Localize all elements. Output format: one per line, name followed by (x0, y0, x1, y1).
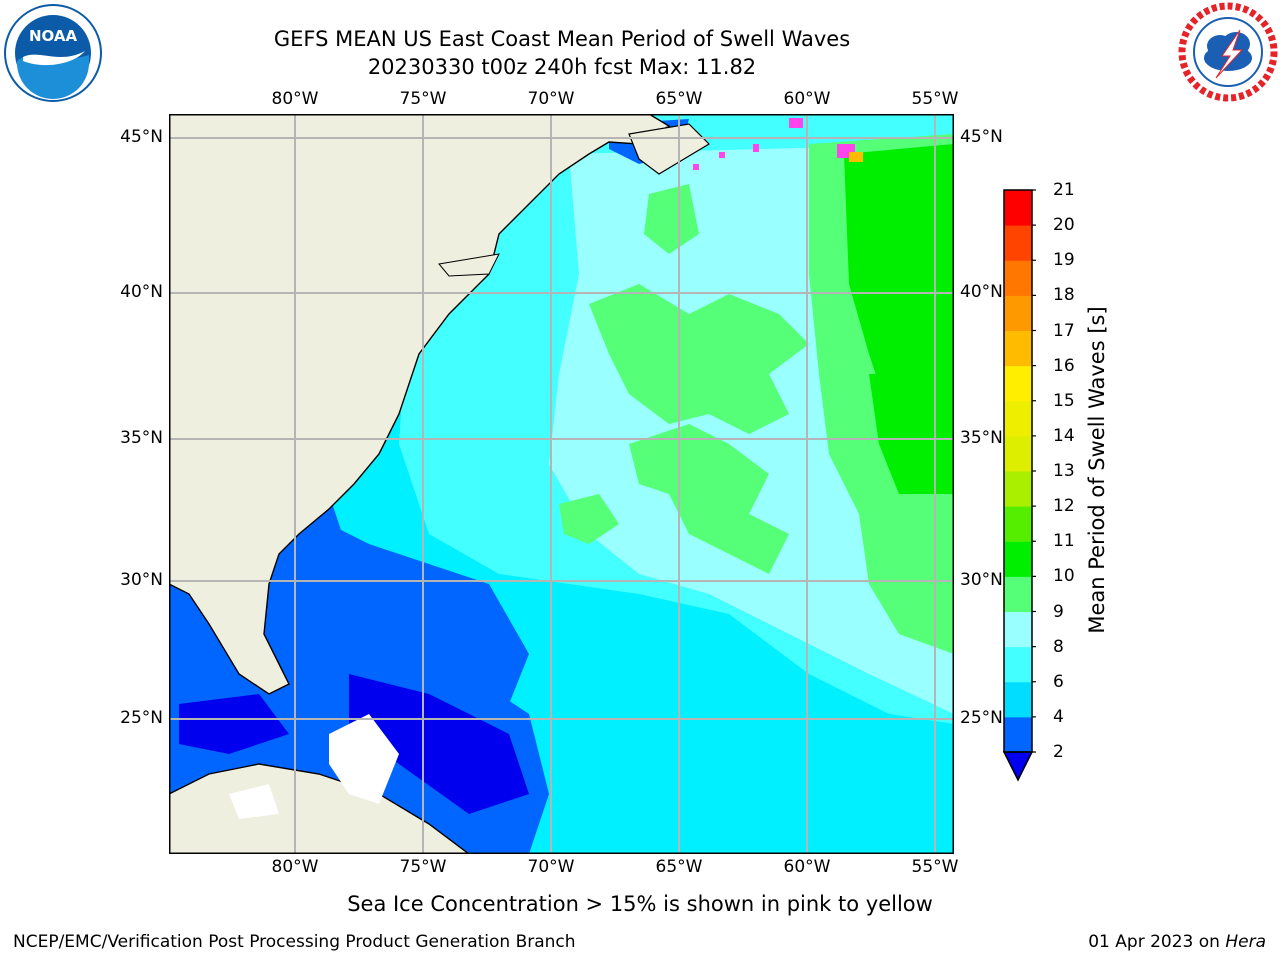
lon-label-bottom-60w: 60°W (783, 857, 831, 877)
noaa-logo-text: NOAA (29, 27, 78, 45)
colorbar-segment (1004, 576, 1032, 612)
lat-label-right-40n: 40°N (960, 282, 1003, 302)
colorbar-tick-label: 16 (1053, 355, 1075, 376)
lon-label-bottom-65w: 65°W (655, 857, 703, 877)
colorbar-tick-label: 20 (1053, 215, 1075, 236)
lat-label-right-35n: 35°N (960, 428, 1003, 448)
colorbar-tick-label: 19 (1053, 250, 1075, 271)
colorbar-segment (1004, 611, 1032, 648)
colorbar-segment (1004, 225, 1032, 261)
lon-label-top-70w: 70°W (527, 89, 575, 109)
lon-label-bottom-55w: 55°W (911, 857, 959, 877)
colorbar-tick-label: 4 (1053, 706, 1064, 727)
lon-label-bottom-80w: 80°W (271, 857, 319, 877)
lon-label-top-80w: 80°W (271, 89, 319, 109)
lon-label-top-75w: 75°W (399, 89, 447, 109)
colorbar-segment (1004, 646, 1032, 683)
lat-label-right-30n: 30°N (960, 570, 1003, 590)
colorbar-tick-label: 12 (1053, 496, 1075, 517)
colorbar-title: Mean Period of Swell Waves [s] (1085, 306, 1109, 634)
colorbar-tick-label: 8 (1053, 636, 1064, 657)
graticule (169, 114, 954, 854)
map-subtitle: 20230330 t00z 240h fcst Max: 11.82 (367, 55, 757, 79)
colorbar-segment (1004, 295, 1032, 331)
footer-host: Hera (1225, 932, 1266, 952)
lon-label-top-60w: 60°W (783, 89, 831, 109)
sea-ice-note: Sea Ice Concentration > 15% is shown in … (347, 892, 933, 916)
lat-label-left-35n: 35°N (120, 428, 163, 448)
colorbar-segment (1004, 260, 1032, 296)
colorbar-segment (1004, 681, 1032, 718)
colorbar-tick-label: 21 (1053, 180, 1075, 200)
lat-label-left-30n: 30°N (120, 570, 163, 590)
colorbar-tick-label: 13 (1053, 461, 1075, 481)
lon-label-bottom-75w: 75°W (399, 857, 447, 877)
colorbar-segment (1004, 400, 1032, 437)
colorbar-segment (1004, 190, 1032, 226)
colorbar-tick-label: 2 (1053, 742, 1064, 762)
colorbar-under-extension (1002, 751, 1034, 782)
colorbar-tick-label: 18 (1053, 285, 1075, 306)
footer-date: 01 Apr 2023 on Hera (1088, 932, 1266, 952)
colorbar-segment (1004, 506, 1032, 542)
map-title: GEFS MEAN US East Coast Mean Period of S… (273, 27, 851, 51)
colorbar-tick-label: 15 (1053, 390, 1075, 411)
noaa-logo: NOAA (3, 3, 103, 103)
colorbar-tick-label: 17 (1053, 320, 1075, 341)
footer-date-text: 01 Apr 2023 on (1088, 932, 1226, 952)
colorbar-tick-label: 9 (1053, 601, 1064, 622)
colorbar-tick-label: 14 (1053, 425, 1075, 446)
lon-label-top-65w: 65°W (655, 89, 703, 109)
lat-label-left-45n: 45°N (120, 127, 163, 147)
colorbar-segment (1004, 716, 1032, 753)
colorbar-segment (1004, 330, 1032, 367)
swell-period-map (169, 114, 954, 854)
colorbar-tick-label: 11 (1053, 531, 1075, 552)
colorbar-tick-label: 6 (1053, 671, 1064, 692)
lat-label-left-25n: 25°N (120, 708, 163, 728)
nws-logo (1176, 0, 1280, 104)
colorbar-segment (1004, 541, 1032, 577)
lat-label-left-40n: 40°N (120, 282, 163, 302)
lat-label-right-45n: 45°N (960, 127, 1003, 147)
footer-credit: NCEP/EMC/Verification Post Processing Pr… (13, 932, 576, 952)
colorbar-segment (1004, 471, 1032, 507)
lon-label-bottom-70w: 70°W (527, 857, 575, 877)
colorbar-segment (1004, 365, 1032, 402)
colorbar-tick-label: 10 (1053, 566, 1075, 587)
colorbar-segment (1004, 435, 1032, 472)
map-panel (169, 114, 954, 854)
lon-label-top-55w: 55°W (911, 89, 959, 109)
colorbar (1000, 186, 1036, 786)
lat-label-right-25n: 25°N (960, 708, 1003, 728)
